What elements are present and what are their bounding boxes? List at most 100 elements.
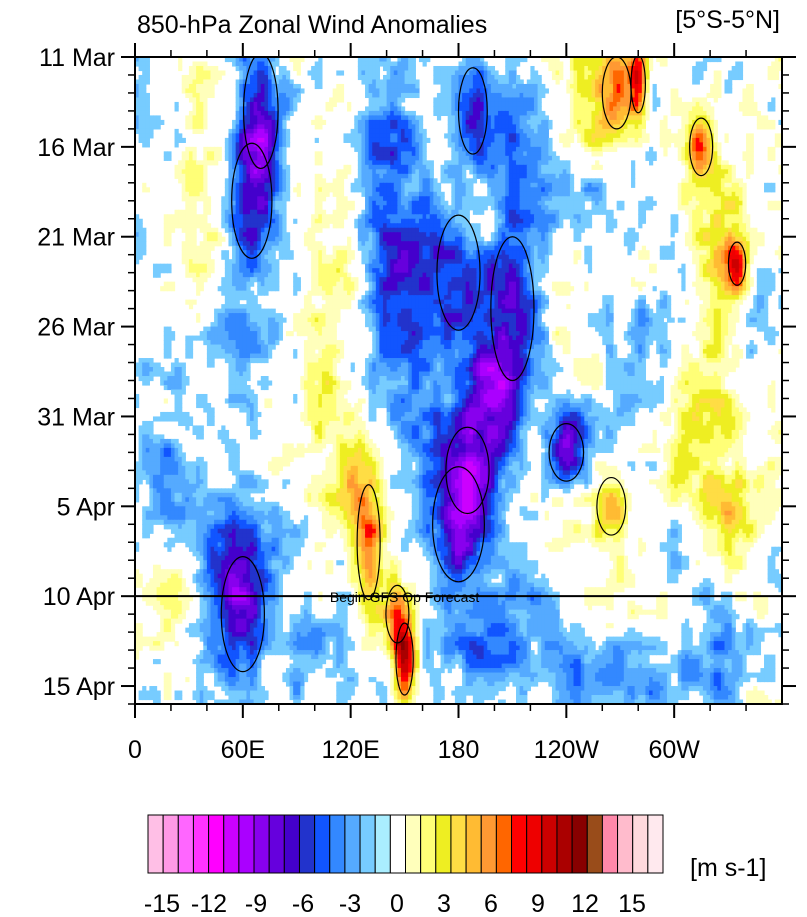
- heatmap-cell: [285, 173, 291, 179]
- heatmap-cell: [537, 124, 542, 130]
- heatmap-cell: [185, 250, 190, 256]
- heatmap-cell: [347, 106, 352, 112]
- heatmap-cell: [390, 227, 395, 233]
- heatmap-cell: [602, 196, 607, 202]
- heatmap-cell: [203, 83, 208, 90]
- heatmap-cell: [724, 200, 729, 206]
- heatmap-cell: [397, 209, 402, 215]
- heatmap-cell: [605, 142, 611, 148]
- heatmap-cell: [551, 164, 557, 170]
- heatmap-cell: [562, 205, 567, 211]
- heatmap-cell: [548, 124, 553, 130]
- heatmap-cell: [282, 214, 287, 220]
- heatmap-cell: [498, 205, 503, 211]
- heatmap-cell: [476, 128, 481, 134]
- heatmap-cell: [559, 74, 564, 81]
- heatmap-cell: [516, 218, 521, 224]
- heatmap-cell: [533, 146, 539, 152]
- heatmap-cell: [666, 128, 672, 134]
- heatmap-cell: [278, 83, 283, 90]
- heatmap-cell: [285, 182, 291, 188]
- heatmap-cell: [368, 70, 373, 76]
- heatmap-cell: [724, 160, 729, 166]
- heatmap-cell: [196, 191, 201, 197]
- heatmap-cell: [605, 79, 611, 85]
- heatmap-cell: [253, 57, 258, 63]
- heatmap-cell: [145, 79, 150, 85]
- heatmap-cell: [480, 245, 485, 251]
- heatmap-cell: [239, 245, 244, 251]
- heatmap-cell: [458, 65, 463, 72]
- heatmap-cell: [713, 119, 718, 125]
- heatmap-cell: [692, 151, 697, 157]
- heatmap-cell: [433, 250, 438, 256]
- heatmap-cell: [235, 232, 240, 238]
- heatmap-cell: [253, 65, 258, 72]
- heatmap-cell: [224, 187, 230, 193]
- heatmap-cell: [584, 178, 589, 184]
- heatmap-cell: [357, 182, 363, 188]
- heatmap-cell: [469, 57, 474, 63]
- heatmap-cell: [738, 218, 744, 224]
- heatmap-cell: [595, 74, 600, 81]
- heatmap-cell: [383, 83, 388, 90]
- heatmap-cell: [329, 214, 334, 220]
- heatmap-cell: [422, 196, 427, 202]
- heatmap-cell: [458, 187, 463, 193]
- heatmap-cell: [242, 146, 248, 152]
- heatmap-cell: [731, 173, 736, 179]
- heatmap-cell: [404, 250, 409, 256]
- heatmap-cell: [188, 79, 194, 85]
- heatmap-cell: [257, 200, 262, 206]
- heatmap-cell: [224, 178, 230, 184]
- heatmap-cell: [519, 205, 524, 211]
- heatmap-cell: [634, 88, 639, 94]
- heatmap-cell: [533, 70, 539, 76]
- heatmap-cell: [595, 70, 600, 76]
- heatmap-cell: [634, 65, 639, 72]
- heatmap-cell: [451, 74, 456, 81]
- heatmap-cell: [494, 119, 499, 125]
- heatmap-cell: [490, 151, 496, 157]
- heatmap-cell: [278, 182, 283, 188]
- heatmap-cell: [267, 250, 273, 256]
- heatmap-cell: [454, 124, 460, 130]
- heatmap-cell: [253, 178, 258, 184]
- heatmap-cell: [674, 142, 679, 148]
- heatmap-cell: [228, 151, 233, 157]
- heatmap-cell: [285, 232, 291, 238]
- heatmap-cell: [336, 173, 341, 179]
- heatmap-cell: [393, 187, 398, 193]
- heatmap-cell: [203, 110, 208, 117]
- heatmap-cell: [469, 142, 474, 148]
- heatmap-cell: [483, 101, 488, 108]
- heatmap-cell: [631, 74, 636, 81]
- heatmap-cell: [555, 191, 560, 197]
- heatmap-cell: [595, 178, 600, 184]
- heatmap-cell: [613, 119, 618, 125]
- heatmap-cell: [228, 128, 233, 134]
- heatmap-cell: [196, 164, 201, 170]
- heatmap-cell: [235, 133, 240, 139]
- heatmap-cell: [634, 142, 639, 148]
- heatmap-cell: [458, 110, 463, 117]
- heatmap-cell: [537, 155, 542, 161]
- heatmap-cell: [368, 187, 373, 193]
- heatmap-cell: [595, 137, 600, 143]
- heatmap-cell: [480, 178, 485, 184]
- heatmap-cell: [206, 245, 212, 251]
- heatmap-cell: [271, 205, 276, 211]
- heatmap-cell: [465, 119, 470, 125]
- heatmap-cell: [383, 61, 388, 67]
- heatmap-cell: [408, 92, 413, 99]
- heatmap-cell: [138, 57, 143, 63]
- heatmap-cell: [584, 110, 589, 117]
- heatmap-cell: [645, 83, 650, 90]
- heatmap-cell: [372, 101, 377, 108]
- heatmap-cell: [451, 110, 456, 117]
- heatmap-cell: [516, 146, 521, 152]
- heatmap-cell: [142, 133, 147, 139]
- heatmap-cell: [429, 227, 434, 233]
- heatmap-cell: [372, 61, 377, 67]
- heatmap-cell: [451, 133, 456, 139]
